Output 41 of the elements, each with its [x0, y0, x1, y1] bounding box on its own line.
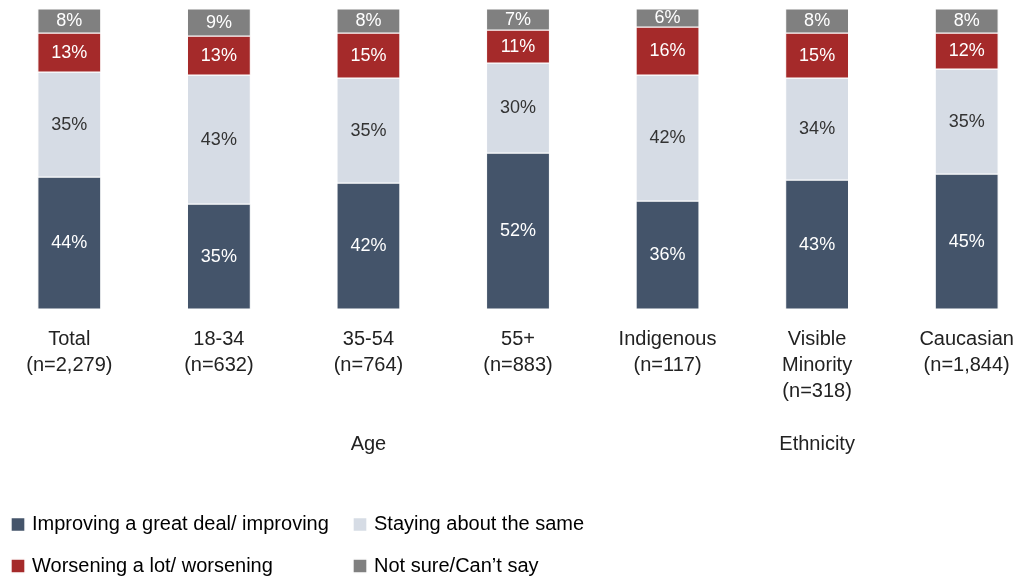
- x-tick-label: Total (n=2,279): [26, 327, 113, 375]
- text: Age: [350, 432, 387, 454]
- data-label: 8%: [804, 10, 831, 30]
- data-label: 11%: [500, 35, 536, 56]
- data-label: 15%: [350, 44, 387, 65]
- data-label: 43%: [200, 128, 237, 149]
- data-label: 35%: [51, 113, 88, 134]
- data-label: 42%: [350, 235, 387, 255]
- data-label: 15%: [799, 44, 836, 65]
- x-tick-label: 35-54 (n=764): [333, 327, 404, 375]
- data-label: 8%: [355, 10, 382, 30]
- x-tick-label: Visible Minority (n=318): [782, 327, 853, 401]
- data-label: 8%: [56, 10, 83, 30]
- data-label: 7%: [504, 8, 532, 29]
- text: Ethnicity: [779, 432, 855, 454]
- data-label: 42%: [649, 127, 686, 147]
- legend-label: Staying about the same: [374, 512, 585, 535]
- data-label: 35%: [948, 110, 985, 131]
- data-label: 43%: [799, 233, 836, 254]
- data-label: 35%: [200, 245, 237, 266]
- data-label: 35%: [350, 119, 387, 140]
- x-tick-label: Caucasian (n=1,844): [919, 327, 1014, 375]
- data-label: 9%: [205, 11, 232, 32]
- x-tick-label: Indigenous (n=117): [618, 327, 717, 375]
- data-label: 44%: [51, 232, 88, 252]
- data-label: 34%: [799, 118, 836, 138]
- data-label: 8%: [953, 10, 980, 30]
- data-label: 12%: [948, 40, 985, 60]
- data-label: 45%: [948, 230, 985, 251]
- x-tick-label: 18-34 (n=632): [184, 327, 254, 375]
- data-label: 30%: [499, 97, 537, 117]
- x-tick-label: 55+ (n=883): [483, 327, 553, 375]
- data-label: 36%: [649, 244, 686, 264]
- legend-label: Not sure/Can’t say: [374, 554, 539, 576]
- data-label: 13%: [200, 44, 237, 65]
- legend-label: Improving a great deal/ improving: [32, 512, 329, 535]
- data-label: 52%: [499, 220, 537, 240]
- legend-label: Worsening a lot/ worsening: [32, 554, 273, 576]
- data-label: 16%: [649, 40, 686, 60]
- data-label: 6%: [654, 7, 681, 27]
- data-label: 13%: [51, 41, 88, 62]
